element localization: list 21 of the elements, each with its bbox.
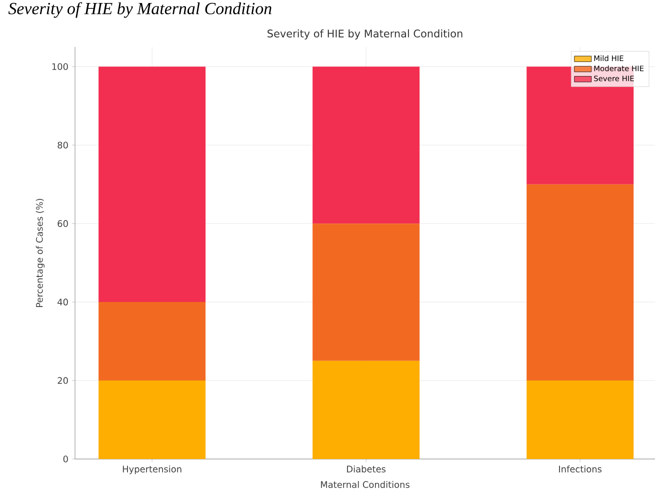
y-tick-label: 60 [58,220,68,227]
x-tick-label: Diabetes [347,466,386,472]
bar [312,360,420,459]
y-tick-label: 0 [63,456,68,462]
y-tick-label: 100 [52,63,68,70]
x-tick-label: Hypertension [122,466,182,474]
bar [98,302,206,381]
bar [98,66,206,302]
x-axis-title: Maternal Conditions [320,481,410,488]
bar [526,380,634,459]
text: Severity of HIE by Maternal Condition [8,2,272,18]
x-tick-label: Infections [559,466,602,472]
y-tick-label: 80 [58,142,68,148]
bar [312,224,420,361]
y-axis-title: Percentage of Cases (%) [36,198,45,308]
y-tick-label: 40 [58,298,68,306]
bar [312,66,420,224]
bar [526,184,634,381]
chart-title: Severity of HIE by Maternal Condition [268,29,462,40]
y-tick-label: 20 [58,377,68,384]
bar [98,380,206,459]
